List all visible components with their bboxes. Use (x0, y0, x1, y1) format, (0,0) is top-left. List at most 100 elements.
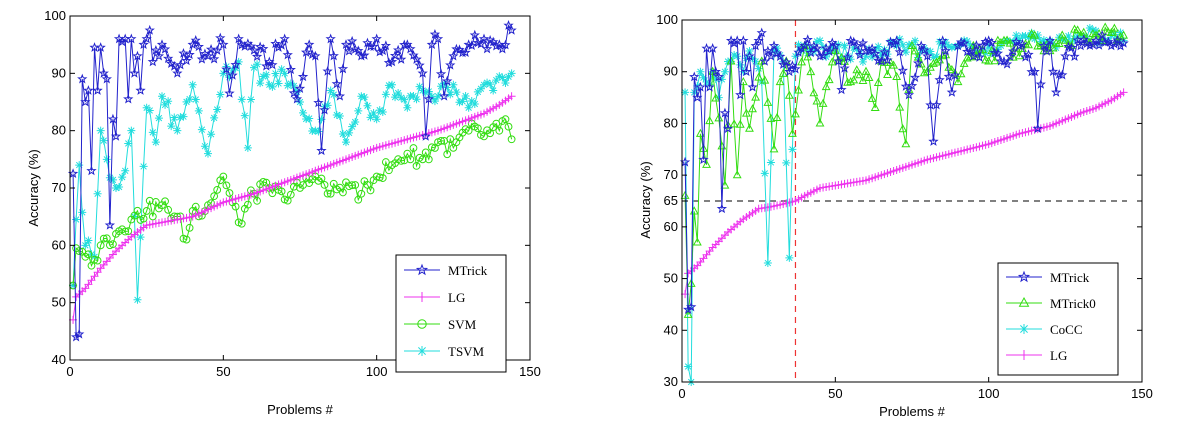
y-tick-label: 60 (664, 219, 678, 234)
data-point (747, 81, 758, 92)
data-point (289, 81, 298, 90)
data-point (112, 184, 120, 192)
data-point (1024, 33, 1033, 42)
data-point (897, 65, 908, 75)
x-tick-label: 50 (828, 386, 842, 401)
data-point (400, 156, 409, 165)
data-point (403, 103, 412, 112)
data-point (862, 52, 870, 61)
data-point (790, 63, 801, 74)
data-point (1030, 30, 1040, 39)
data-point (726, 56, 736, 65)
data-point (1038, 40, 1050, 51)
data-point (1106, 27, 1116, 37)
data-point (953, 77, 963, 86)
data-point (710, 66, 721, 77)
right-x-axis-title: Problems # (879, 404, 946, 419)
data-point (774, 51, 786, 62)
data-point (696, 67, 705, 76)
data-point (1109, 38, 1120, 49)
data-point (365, 41, 376, 51)
data-point (421, 148, 430, 157)
y-tick-label: 50 (52, 295, 66, 310)
data-point (225, 73, 234, 82)
data-point (154, 114, 163, 123)
data-point (178, 47, 189, 58)
data-point (283, 196, 292, 205)
data-point (735, 89, 746, 100)
data-point (204, 149, 212, 158)
data-point (736, 60, 745, 69)
data-point (81, 284, 90, 293)
legend-entry: TSVM (404, 344, 485, 359)
data-point (253, 196, 261, 205)
data-point (427, 143, 436, 152)
data-point (270, 38, 281, 49)
data-point (233, 33, 244, 44)
data-point (231, 202, 240, 211)
data-point (392, 44, 404, 55)
data-point (191, 202, 200, 211)
data-point (944, 62, 954, 71)
data-point (109, 240, 117, 249)
data-point (449, 80, 458, 89)
data-point (138, 39, 149, 50)
data-point (348, 181, 357, 190)
data-point (218, 39, 229, 50)
data-point (919, 68, 929, 77)
data-point (486, 129, 495, 138)
data-point (357, 189, 366, 198)
data-point (760, 75, 770, 84)
data-point (868, 53, 877, 62)
data-point (326, 189, 335, 198)
data-point (495, 126, 504, 135)
legend-label: CoCC (1050, 322, 1083, 337)
data-point (1112, 34, 1123, 45)
data-point (1119, 88, 1128, 97)
data-point (258, 43, 269, 54)
data-point (399, 39, 410, 50)
data-point (852, 65, 862, 74)
data-point (396, 54, 407, 64)
data-point (816, 36, 824, 45)
data-point (707, 43, 718, 53)
data-point (427, 92, 436, 101)
data-point (240, 111, 249, 120)
data-point (699, 73, 708, 82)
legend-label: MTrick (448, 263, 488, 278)
data-point (916, 40, 927, 51)
data-point (210, 192, 219, 201)
data-point (161, 197, 169, 206)
data-point (90, 252, 99, 261)
data-point (251, 51, 263, 62)
data-point (338, 129, 347, 138)
data-point (158, 92, 166, 101)
data-point (124, 139, 133, 148)
data-point (750, 40, 761, 51)
data-point (409, 92, 418, 101)
data-point (102, 155, 111, 164)
data-point (296, 98, 304, 106)
data-point (1054, 38, 1064, 48)
data-point (417, 67, 428, 78)
data-point (1060, 35, 1070, 44)
data-point (420, 130, 431, 141)
data-point (185, 95, 194, 104)
legend-swatch-marker (1017, 270, 1031, 283)
data-point (148, 212, 157, 221)
data-point (381, 90, 390, 99)
data-point (947, 43, 956, 52)
legend-entry: SVM (404, 317, 477, 332)
data-point (741, 108, 751, 117)
data-point (283, 81, 292, 90)
data-point (870, 48, 881, 59)
data-point (412, 95, 421, 104)
data-point (1103, 36, 1114, 47)
data-point (686, 301, 697, 312)
x-tick-label: 100 (978, 386, 1000, 401)
data-point (1026, 66, 1037, 77)
data-point (751, 57, 760, 66)
data-point (794, 40, 803, 49)
data-point (785, 253, 794, 262)
data-point (332, 111, 341, 120)
